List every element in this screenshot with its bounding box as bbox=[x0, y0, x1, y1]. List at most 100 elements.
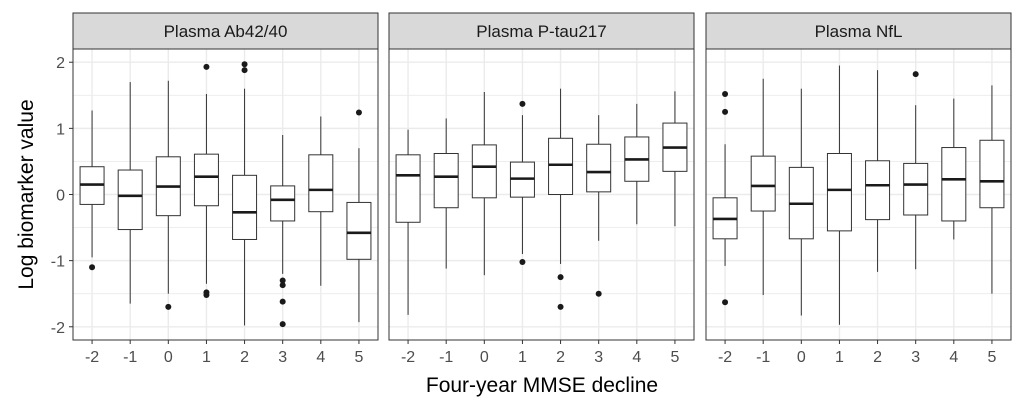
y-tick-label: -2 bbox=[51, 320, 65, 337]
outlier-point bbox=[279, 321, 286, 328]
box-0 bbox=[788, 88, 814, 316]
iqr-box bbox=[346, 201, 372, 260]
x-tick-label: 5 bbox=[670, 349, 679, 366]
outlier-point bbox=[203, 63, 210, 70]
y-tick-label: -1 bbox=[51, 254, 65, 271]
x-tick-label: 2 bbox=[240, 349, 249, 366]
box-3 bbox=[586, 115, 612, 297]
outlier-point bbox=[722, 299, 729, 306]
iqr-box bbox=[586, 143, 612, 193]
box--2 bbox=[79, 110, 105, 271]
box--1 bbox=[750, 78, 776, 296]
facet-strip-label: Plasma NfL bbox=[815, 22, 903, 41]
box-1 bbox=[193, 63, 219, 299]
box-1 bbox=[509, 100, 535, 265]
outlier-point bbox=[279, 277, 286, 284]
x-tick-label: 4 bbox=[632, 349, 641, 366]
x-tick-label: 0 bbox=[480, 349, 489, 366]
box-3 bbox=[270, 134, 296, 328]
facet-strip bbox=[72, 12, 379, 50]
outlier-point bbox=[241, 67, 248, 74]
outlier-point bbox=[595, 290, 602, 297]
outlier-point bbox=[722, 108, 729, 115]
outlier-point bbox=[519, 100, 526, 107]
outlier-point bbox=[279, 298, 286, 305]
outlier-point bbox=[241, 61, 248, 68]
box-5 bbox=[346, 109, 372, 323]
x-tick-label: 2 bbox=[556, 349, 565, 366]
outlier-point bbox=[557, 303, 564, 310]
box-4 bbox=[624, 103, 650, 225]
x-tick-label: 4 bbox=[316, 349, 325, 366]
outlier-point bbox=[355, 109, 362, 116]
box-1 bbox=[826, 65, 852, 325]
box--1 bbox=[117, 82, 143, 304]
x-tick-label: 0 bbox=[164, 349, 173, 366]
facet-strip bbox=[388, 12, 695, 50]
panel-3: Plasma NfL -2 -1 0 1 2 3 4 5 bbox=[705, 12, 1012, 366]
y-tick-label: 2 bbox=[56, 55, 65, 72]
panel-1: Plasma Ab42/40 -2 -1 0 1 2 3 4 5 bbox=[72, 12, 379, 366]
box--2 bbox=[395, 129, 421, 315]
iqr-box bbox=[433, 152, 459, 209]
x-tick-label: 5 bbox=[987, 349, 996, 366]
box-2 bbox=[232, 61, 258, 326]
iqr-box bbox=[826, 152, 852, 232]
y-axis: -2 -1 0 1 2 bbox=[51, 55, 73, 337]
facet-strip bbox=[705, 12, 1012, 50]
x-tick-label: -1 bbox=[439, 349, 453, 366]
outlier-point bbox=[557, 274, 564, 281]
iqr-box bbox=[395, 154, 421, 223]
box-2 bbox=[548, 88, 574, 310]
x-tick-label: -1 bbox=[123, 349, 137, 366]
x-tick-label: 0 bbox=[797, 349, 806, 366]
box-0 bbox=[155, 80, 181, 310]
iqr-box bbox=[117, 169, 143, 231]
x-tick-label: 1 bbox=[202, 349, 211, 366]
y-tick-label: 1 bbox=[56, 121, 65, 138]
box-5 bbox=[662, 91, 688, 227]
facet-strip-label: Plasma P-tau217 bbox=[476, 22, 606, 41]
iqr-box bbox=[548, 137, 574, 195]
iqr-box bbox=[979, 139, 1005, 209]
x-tick-label: -2 bbox=[718, 349, 732, 366]
y-axis-title: Log biomarker value bbox=[15, 99, 38, 289]
x-tick-label: 1 bbox=[518, 349, 527, 366]
box-4 bbox=[941, 98, 967, 240]
outlier-point bbox=[203, 292, 210, 299]
iqr-box bbox=[941, 147, 967, 222]
iqr-box bbox=[308, 154, 334, 213]
x-tick-label: 5 bbox=[354, 349, 363, 366]
iqr-box bbox=[865, 160, 891, 221]
x-tick-label: 3 bbox=[594, 349, 603, 366]
outlier-point bbox=[912, 71, 919, 78]
x-tick-label: 3 bbox=[278, 349, 287, 366]
x-tick-label: 2 bbox=[873, 349, 882, 366]
x-tick-label: -2 bbox=[401, 349, 415, 366]
x-tick-label: 4 bbox=[949, 349, 958, 366]
iqr-box bbox=[471, 144, 497, 199]
outlier-point bbox=[722, 90, 729, 97]
x-tick-label: -2 bbox=[85, 349, 99, 366]
outlier-point bbox=[165, 303, 172, 310]
box-4 bbox=[308, 116, 334, 286]
box-2 bbox=[865, 70, 891, 272]
x-tick-label: 1 bbox=[835, 349, 844, 366]
x-tick-label: -1 bbox=[756, 349, 770, 366]
box-5 bbox=[979, 85, 1005, 294]
panel-2: Plasma P-tau217 -2 -1 0 1 2 3 4 5 bbox=[388, 12, 695, 366]
outlier-point bbox=[279, 282, 286, 289]
box-0 bbox=[471, 91, 497, 276]
box--1 bbox=[433, 118, 459, 269]
iqr-box bbox=[750, 155, 776, 212]
outlier-point bbox=[519, 258, 526, 265]
x-tick-label: 3 bbox=[911, 349, 920, 366]
iqr-box bbox=[232, 174, 258, 240]
facet-strip-label: Plasma Ab42/40 bbox=[164, 22, 288, 41]
iqr-box bbox=[193, 153, 219, 207]
box--2 bbox=[712, 90, 738, 306]
box-3 bbox=[903, 71, 929, 270]
iqr-box bbox=[903, 162, 929, 216]
outlier-point bbox=[89, 264, 96, 271]
